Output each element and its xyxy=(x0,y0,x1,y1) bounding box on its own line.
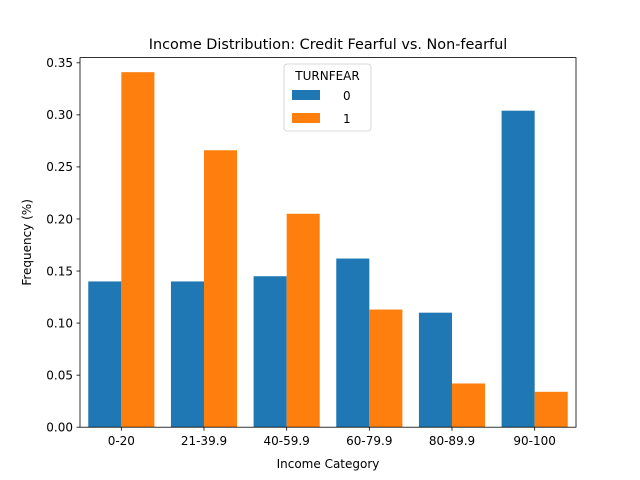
legend-swatch-0 xyxy=(292,90,320,100)
bar-series-0-80-89.9 xyxy=(418,312,452,428)
bar-series-0-90-100 xyxy=(501,110,535,428)
bar-series-1-60-79.9 xyxy=(369,309,403,428)
x-tick-label: 80-89.9 xyxy=(429,434,475,448)
y-tick-label: 0.00 xyxy=(46,421,73,435)
bar-series-0-60-79.9 xyxy=(336,258,370,428)
x-tick-label: 90-100 xyxy=(513,434,556,448)
legend: TURNFEAR 0 1 xyxy=(283,63,372,132)
chart-title: Income Distribution: Credit Fearful vs. … xyxy=(149,37,507,53)
y-axis-label: Frequency (%) xyxy=(20,199,34,286)
bar-series-1-40-59.9 xyxy=(286,213,320,428)
y-tick-label: 0.35 xyxy=(46,56,73,70)
x-tick-label: 21-39.9 xyxy=(181,434,227,448)
legend-label-0: 0 xyxy=(343,89,351,103)
bar-series-1-21-39.9 xyxy=(204,150,238,428)
legend-title: TURNFEAR xyxy=(294,69,359,83)
y-tick-label: 0.30 xyxy=(46,108,73,122)
plot-area-frame xyxy=(79,57,577,428)
x-tick-label: 40-59.9 xyxy=(264,434,310,448)
bars-layer xyxy=(88,72,568,428)
y-tick-label: 0.10 xyxy=(46,316,73,330)
y-tick-label: 0.20 xyxy=(46,212,73,226)
x-ticks: 0-20 21-39.9 40-59.9 60-79.9 80-89.9 90-100 xyxy=(108,427,556,448)
bar-series-1-0-20 xyxy=(121,72,155,428)
bar-series-1-80-89.9 xyxy=(452,383,486,428)
x-axis-label: Income Category xyxy=(277,457,380,471)
y-tick-label: 0.25 xyxy=(46,160,73,174)
y-tick-label: 0.05 xyxy=(46,368,73,382)
bar-series-1-90-100 xyxy=(534,391,568,428)
x-tick-label: 0-20 xyxy=(108,434,135,448)
legend-swatch-1 xyxy=(292,113,320,123)
bar-series-0-0-20 xyxy=(88,281,122,428)
bar-series-0-21-39.9 xyxy=(170,281,204,428)
legend-label-1: 1 xyxy=(343,112,351,126)
y-ticks: 0.00 0.05 0.10 0.15 0.20 0.25 0.30 0.35 xyxy=(46,56,80,435)
y-tick-label: 0.15 xyxy=(46,264,73,278)
x-tick-label: 60-79.9 xyxy=(346,434,392,448)
bar-series-0-40-59.9 xyxy=(253,276,287,428)
